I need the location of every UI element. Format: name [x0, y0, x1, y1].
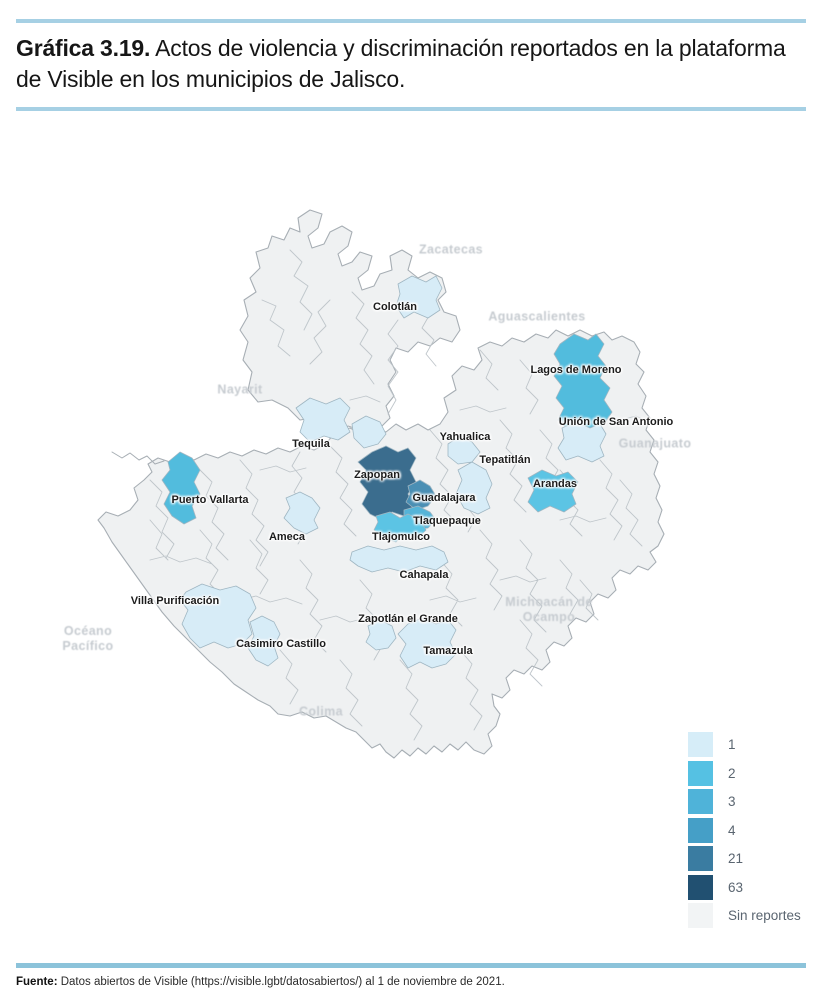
- legend-label: 2: [728, 765, 736, 781]
- municipality-shape-tlajomulco: [373, 511, 427, 543]
- municipality-shape-vallarta: [161, 451, 201, 525]
- footer-rule: [16, 963, 806, 968]
- source-citation: Datos abiertos de Visible (https://visib…: [57, 976, 505, 988]
- source-label: Fuente:: [16, 976, 58, 988]
- municipality-shape-yahualica: [447, 435, 481, 465]
- legend-swatch: [688, 874, 713, 900]
- source-text: Fuente: Datos abiertos de Visible (https…: [16, 976, 806, 988]
- source-block: Fuente: Datos abiertos de Visible (https…: [16, 963, 806, 988]
- municipality-shape-union: [557, 421, 607, 463]
- legend-swatch: [688, 817, 713, 843]
- legend-label: 21: [728, 851, 744, 866]
- municipality-shape-chapala: [349, 545, 449, 573]
- legend-label: 63: [728, 879, 744, 895]
- legend-label: 4: [728, 822, 736, 838]
- legend-swatch: [688, 760, 713, 786]
- legend-item: 1: [688, 732, 801, 757]
- municipality-shape-lagos: [553, 333, 613, 431]
- legend-swatch: [688, 903, 713, 928]
- municipality-shapes: [161, 275, 613, 669]
- legend-swatch: [688, 846, 713, 871]
- figure-title-block: Gráfica 3.19. Actos de violencia y discr…: [16, 19, 806, 111]
- legend-label: 1: [728, 737, 736, 752]
- jalisco-outline: [97, 329, 665, 759]
- legend-swatch: [688, 789, 713, 814]
- legend-item: 2: [688, 760, 801, 786]
- figure-title: Gráfica 3.19. Actos de violencia y discr…: [16, 33, 786, 95]
- municipality-shape-ameca: [283, 491, 321, 535]
- municipality-shape-arandas: [527, 469, 579, 513]
- municipality-shape-tequila-east: [351, 415, 387, 449]
- figure-number: Gráfica 3.19.: [16, 35, 151, 61]
- municipality-shape-guadalajara: [405, 479, 437, 511]
- figure-caption: Actos de violencia y discriminación repo…: [16, 35, 786, 92]
- municipality-shape-colotlan: [395, 275, 443, 319]
- legend-label: Sin reportes: [728, 908, 801, 923]
- legend-item: 4: [688, 817, 801, 843]
- municipality-shape-casimiro: [247, 615, 281, 667]
- legend-label: 3: [728, 794, 736, 809]
- coast-inlet-line: [111, 451, 165, 465]
- jalisco-north-arm: [239, 209, 461, 435]
- municipality-shape-tequila: [295, 397, 351, 443]
- municipality-shape-tamazula: [397, 617, 457, 669]
- legend-swatch: [688, 732, 713, 757]
- map-legend: 1 2 3 4 21 63 Sin reportes: [688, 732, 801, 932]
- municipality-shape-zapotlan: [365, 619, 397, 651]
- legend-item: Sin reportes: [688, 903, 801, 928]
- legend-item: 21: [688, 846, 801, 871]
- legend-item: 3: [688, 789, 801, 814]
- legend-item: 63: [688, 874, 801, 900]
- municipality-shape-villa: [179, 583, 257, 649]
- municipality-shape-tepatitlan: [455, 461, 493, 515]
